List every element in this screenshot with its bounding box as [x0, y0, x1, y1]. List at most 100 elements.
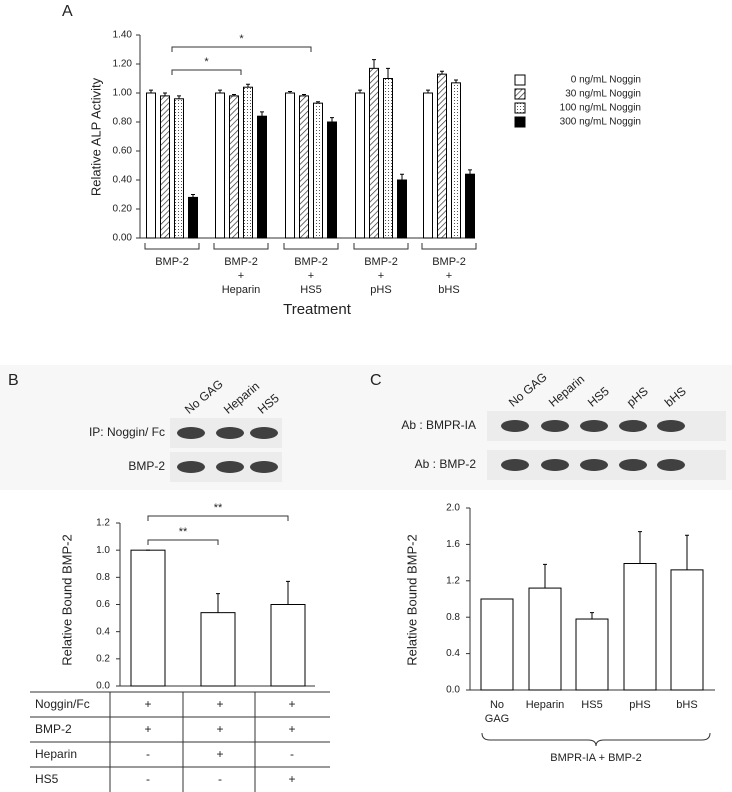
category-bracket [283, 243, 339, 250]
table-row-label: Heparin [35, 747, 77, 761]
error-bar [468, 169, 472, 175]
error-bar [685, 534, 689, 570]
x-tick-label: + [308, 270, 314, 282]
bar [465, 173, 475, 239]
bar [355, 92, 365, 239]
x-tick-label: Heparin [526, 699, 565, 711]
x-tick-label: GAG [485, 713, 509, 725]
category-bracket [421, 243, 477, 250]
y-tick-label: 0.4 [446, 648, 460, 659]
error-bar [286, 580, 290, 605]
y-tick-label: 0.20 [113, 204, 133, 215]
bar [299, 95, 309, 239]
panel-letter: A [62, 3, 73, 20]
table-cell: + [216, 747, 223, 761]
bar [160, 95, 170, 239]
error-bar [149, 89, 153, 93]
x-tick-label: bHS [438, 284, 459, 296]
bar [130, 549, 166, 687]
bar [270, 604, 306, 687]
blot-band [177, 461, 205, 473]
error-bar [216, 593, 220, 613]
error-bar [543, 563, 547, 589]
table-cell: + [144, 697, 151, 711]
y-tick-label: 0.40 [113, 175, 133, 186]
blot-band [216, 427, 244, 439]
table-cell: + [288, 697, 295, 711]
significance-bracket [171, 69, 242, 75]
bar [451, 82, 461, 239]
error-bar [191, 194, 195, 198]
x-tick-label: Heparin [222, 284, 261, 296]
table-cell: + [288, 772, 295, 786]
x-tick-label: BMP-2 [294, 256, 328, 268]
error-bar [288, 91, 292, 93]
bar [313, 102, 323, 239]
error-bar [358, 89, 362, 93]
x-axis-label: BMPR-IA + BMP-2 [550, 752, 641, 764]
y-tick-label: 0.00 [113, 233, 133, 244]
error-bar [177, 95, 181, 99]
group-brace [481, 732, 711, 747]
legend-label: 100 ng/mL Noggin [560, 103, 641, 114]
blot-band [657, 459, 685, 471]
y-tick-label: 0.8 [96, 572, 110, 583]
table-cell: - [290, 747, 294, 761]
blot-row-label: Ab : BMP-2 [415, 457, 477, 471]
error-bar [440, 70, 444, 75]
y-tick-label: 0.60 [113, 146, 133, 157]
table-cell: - [218, 772, 222, 786]
table-row-label: BMP-2 [35, 722, 72, 736]
x-axis-label: Treatment [283, 301, 352, 318]
blot-band [619, 459, 647, 471]
x-tick-label: bHS [676, 699, 697, 711]
blot-row-label: BMP-2 [128, 459, 165, 473]
y-axis-label: Relative ALP Activity [88, 77, 103, 196]
y-tick-label: 1.20 [113, 59, 133, 70]
bar [174, 98, 184, 239]
legend-swatch [514, 116, 526, 128]
blot-band [657, 420, 685, 432]
error-bar [232, 93, 236, 96]
panel-letter: C [370, 372, 382, 389]
y-tick-label: 1.6 [446, 539, 460, 550]
legend-swatch [514, 74, 526, 86]
blot-band [501, 459, 529, 471]
blot-band [177, 427, 205, 439]
blot-band [580, 420, 608, 432]
x-tick-label: + [378, 270, 384, 282]
significance-label: * [204, 56, 209, 68]
category-bracket [144, 243, 200, 250]
bar [575, 618, 609, 691]
error-bar [260, 111, 264, 117]
bar [200, 612, 236, 687]
y-tick-label: 0.80 [113, 117, 133, 128]
error-bar [638, 531, 642, 564]
bar [397, 179, 407, 239]
category-bracket [353, 243, 409, 250]
x-tick-label: + [238, 270, 244, 282]
error-bar [246, 83, 250, 88]
x-tick-label: pHS [629, 699, 650, 711]
bar [146, 92, 156, 239]
y-tick-label: 1.40 [113, 30, 133, 41]
blot-band [541, 420, 569, 432]
x-tick-label: HS5 [581, 699, 602, 711]
bar [229, 95, 239, 239]
bar [285, 92, 295, 239]
error-bar [372, 59, 376, 69]
blot-band [216, 461, 244, 473]
bar [423, 92, 433, 239]
x-tick-label: + [446, 270, 452, 282]
error-bar [218, 89, 222, 93]
error-bar [426, 89, 430, 93]
error-bar [400, 173, 404, 180]
legend-swatch [514, 88, 526, 100]
bar [528, 587, 562, 691]
blot-band [541, 459, 569, 471]
significance-bracket [171, 46, 312, 52]
significance-label: ** [214, 502, 223, 514]
x-tick-label: BMP-2 [155, 256, 189, 268]
table-cell: - [146, 772, 150, 786]
